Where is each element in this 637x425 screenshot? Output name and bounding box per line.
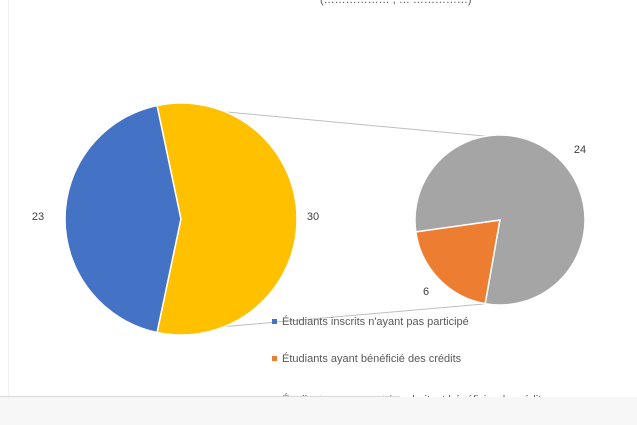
- secondary-pie: [414, 134, 586, 306]
- legend-label-2: Étudiants ayant bénéficié des crédits: [282, 353, 462, 365]
- legend-label-1: Étudiants inscrits n'ayant pas participé: [282, 316, 469, 328]
- label-main-a: 23: [32, 211, 44, 223]
- bottom-band: [0, 397, 637, 425]
- main-slice-2: [156, 102, 298, 336]
- secondary-slice-1: [414, 219, 501, 305]
- main-slice-1: [64, 104, 182, 334]
- frame-left-edge: [8, 0, 9, 396]
- cut-off-title: (……………… , … ……………): [320, 0, 472, 6]
- label-sec-a: 6: [423, 286, 429, 298]
- secondary-slice-2: [414, 134, 586, 306]
- label-sec-b: 24: [574, 144, 586, 156]
- legend-item-1: Étudiants inscrits n'ayant pas participé: [272, 315, 582, 329]
- legend-swatch-2: [272, 356, 277, 361]
- main-pie: [64, 102, 298, 336]
- bottom-border: [0, 396, 400, 397]
- legend-item-2: Étudiants ayant bénéficié des crédits: [272, 352, 582, 366]
- label-main-b: 30: [307, 211, 319, 223]
- legend-swatch-1: [272, 319, 277, 324]
